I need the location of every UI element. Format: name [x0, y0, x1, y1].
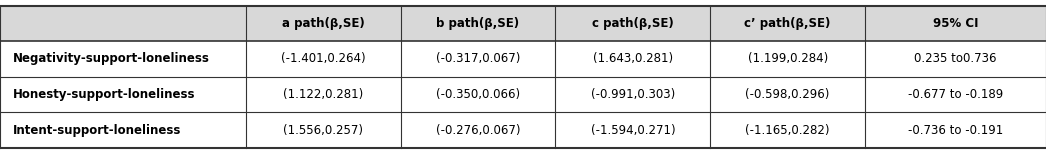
Text: c path(β,SE): c path(β,SE) [592, 17, 674, 30]
Bar [0, 6, 1046, 41]
Text: (1.122,0.281): (1.122,0.281) [283, 88, 363, 101]
Text: Negativity-support-loneliness: Negativity-support-loneliness [13, 52, 209, 65]
Text: c’ path(β,SE): c’ path(β,SE) [745, 17, 831, 30]
Text: b path(β,SE): b path(β,SE) [436, 17, 520, 30]
Text: (1.199,0.284): (1.199,0.284) [748, 52, 827, 65]
Text: (-0.991,0.303): (-0.991,0.303) [591, 88, 675, 101]
Text: (-0.350,0.066): (-0.350,0.066) [436, 88, 520, 101]
Text: (-0.317,0.067): (-0.317,0.067) [436, 52, 520, 65]
Text: -0.677 to -0.189: -0.677 to -0.189 [908, 88, 1003, 101]
Text: (-0.276,0.067): (-0.276,0.067) [436, 124, 520, 137]
Text: Intent-support-loneliness: Intent-support-loneliness [13, 124, 181, 137]
Text: a path(β,SE): a path(β,SE) [281, 17, 365, 30]
Text: (-0.598,0.296): (-0.598,0.296) [746, 88, 829, 101]
Text: -0.736 to -0.191: -0.736 to -0.191 [908, 124, 1003, 137]
Text: (-1.165,0.282): (-1.165,0.282) [746, 124, 829, 137]
Text: Honesty-support-loneliness: Honesty-support-loneliness [13, 88, 195, 101]
Text: 0.235 to0.736: 0.235 to0.736 [914, 52, 997, 65]
Text: (-1.401,0.264): (-1.401,0.264) [281, 52, 365, 65]
Text: (-1.594,0.271): (-1.594,0.271) [591, 124, 675, 137]
Text: 95% CI: 95% CI [933, 17, 978, 30]
Text: (1.556,0.257): (1.556,0.257) [283, 124, 363, 137]
Text: (1.643,0.281): (1.643,0.281) [593, 52, 673, 65]
